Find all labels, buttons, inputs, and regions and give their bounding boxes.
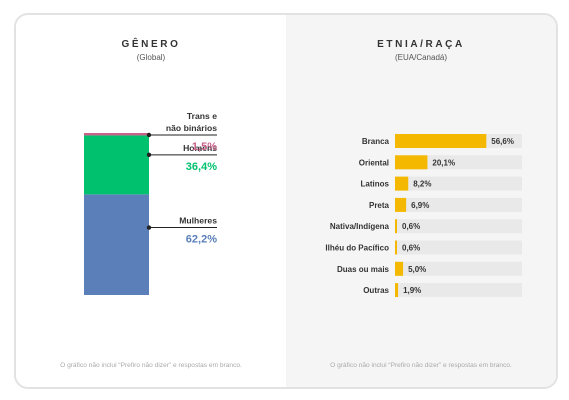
value-label-nativa-indigena: 0,6% xyxy=(402,222,420,231)
bar-branca xyxy=(395,134,487,148)
category-label-oriental: Oriental xyxy=(359,158,389,167)
leader-dot-trans-e xyxy=(146,132,152,138)
gender-title: GÊNERO xyxy=(121,39,181,50)
category-label-ilheu-do-pacifico: Ilhéu do Pacífico xyxy=(325,244,389,253)
value-trans-e: 1,5% xyxy=(192,141,217,153)
label-mulheres: Mulheres xyxy=(179,216,217,226)
bar-track-outras xyxy=(395,283,522,298)
segment-trans-e xyxy=(84,133,149,136)
survey-card: GÊNERO (Global) Mulheres 62,2% Homens 36,4%… xyxy=(14,13,558,389)
category-label-nativa-indigena: Nativa/Indígena xyxy=(330,222,390,231)
category-label-outras: Outras xyxy=(363,286,389,295)
bar-track-duas-ou-mais xyxy=(395,261,522,276)
bar-oriental xyxy=(395,155,428,170)
value-label-preta: 6,9% xyxy=(411,201,429,210)
label-trans-e: não binários xyxy=(166,123,217,133)
ethnicity-subtitle: (EUA/Canadá) xyxy=(394,53,448,62)
category-label-branca: Branca xyxy=(362,137,390,146)
value-homens: 36,4% xyxy=(186,161,217,173)
bar-track-ilheu-do-pacifico xyxy=(395,240,522,255)
category-label-duas-ou-mais: Duas ou mais xyxy=(337,265,390,274)
value-label-outras: 1,9% xyxy=(403,286,421,295)
bar-track-preta xyxy=(395,197,522,212)
bar-track-nativa-indigena xyxy=(395,219,522,234)
value-label-ilheu-do-pacifico: 0,6% xyxy=(402,244,420,253)
label-trans-e: Trans e xyxy=(187,111,217,121)
ethnicity-panel: ETNIA/RAÇA (EUA/Canadá) Branca 56,6% Orien… xyxy=(286,15,556,387)
bar-track-latinos xyxy=(395,176,522,191)
leader-dot-mulheres xyxy=(146,225,152,230)
label-homens: Homens xyxy=(183,143,217,153)
bar-nativa-indigena xyxy=(395,219,397,234)
bar-ilheu-do-pacifico xyxy=(395,240,397,255)
value-label-oriental: 20,1% xyxy=(432,158,455,167)
leader-dot-homens xyxy=(146,152,152,158)
bar-preta xyxy=(395,197,407,212)
ethnicity-footnote: O gráfico não inclui “Prefiro não dizer”… xyxy=(330,362,512,369)
gender-panel: GÊNERO (Global) Mulheres 62,2% Homens 36,4%… xyxy=(16,15,286,387)
value-mulheres: 62,2% xyxy=(186,234,217,246)
gender-stacked-bar-chart: Mulheres 62,2% Homens 36,4% Trans e não binár… xyxy=(84,111,217,295)
segment-mulheres xyxy=(84,194,149,295)
value-label-branca: 56,6% xyxy=(491,137,514,146)
ethnicity-title: ETNIA/RAÇA xyxy=(377,39,465,50)
bar-duas-ou-mais xyxy=(395,261,404,276)
category-label-latinos: Latinos xyxy=(361,180,390,189)
bar-outras xyxy=(395,283,399,298)
value-label-latinos: 8,2% xyxy=(413,180,431,189)
gender-footnote: O gráfico não inclui “Prefiro não dizer”… xyxy=(60,362,242,369)
bar-latinos xyxy=(395,176,409,191)
gender-subtitle: (Global) xyxy=(136,53,166,62)
ethnicity-bar-chart: Branca 56,6% Oriental 20,1% Latinos 8,2% Preta… xyxy=(325,134,522,298)
value-label-duas-ou-mais: 5,0% xyxy=(408,265,426,274)
segment-homens xyxy=(84,135,149,195)
category-label-preta: Preta xyxy=(369,201,390,210)
